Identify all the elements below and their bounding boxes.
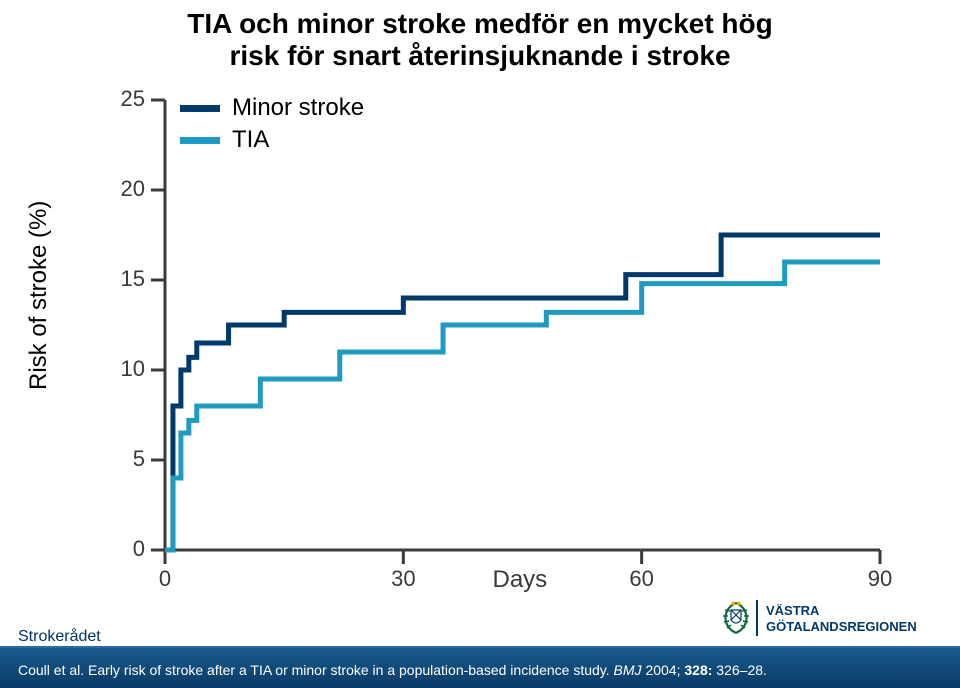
vgr-logo: VÄSTRA GÖTALANDSREGIONEN xyxy=(716,598,946,643)
footer-citation: Coull et al. Early risk of stroke after … xyxy=(18,662,767,678)
y-tick-label: 20 xyxy=(105,176,145,202)
x-axis-label: Days xyxy=(493,566,548,594)
citation-vol: 328: xyxy=(684,662,716,678)
y-tick-label: 10 xyxy=(105,356,145,382)
chart-area: Minor stroke TIA 05101520250306090Days xyxy=(110,80,900,590)
svg-text:GÖTALANDSREGIONEN: GÖTALANDSREGIONEN xyxy=(766,619,917,634)
x-tick-label: 0 xyxy=(145,566,185,592)
x-tick-label: 60 xyxy=(622,566,662,592)
citation-journal: BMJ xyxy=(614,662,646,678)
chart-title-line2: risk för snart återinsjuknande i stroke xyxy=(170,40,790,72)
y-tick-label: 0 xyxy=(105,536,145,562)
footer: Strokerådet Coull et al. Early risk of s… xyxy=(0,628,960,688)
x-tick-label: 90 xyxy=(860,566,900,592)
x-tick-label: 30 xyxy=(383,566,423,592)
citation-pages: 326–28. xyxy=(716,662,767,678)
y-tick-label: 15 xyxy=(105,266,145,292)
y-tick-label: 5 xyxy=(105,446,145,472)
svg-text:VÄSTRA: VÄSTRA xyxy=(766,603,820,618)
plot-svg xyxy=(110,80,900,605)
citation-year: 2004; xyxy=(645,662,684,678)
y-tick-label: 25 xyxy=(105,86,145,112)
citation-text: Coull et al. Early risk of stroke after … xyxy=(18,662,614,678)
chart-title-line1: TIA och minor stroke medför en mycket hö… xyxy=(170,8,790,40)
footer-label: Strokerådet xyxy=(18,628,101,646)
y-axis-label: Risk of stroke (%) xyxy=(25,201,53,390)
